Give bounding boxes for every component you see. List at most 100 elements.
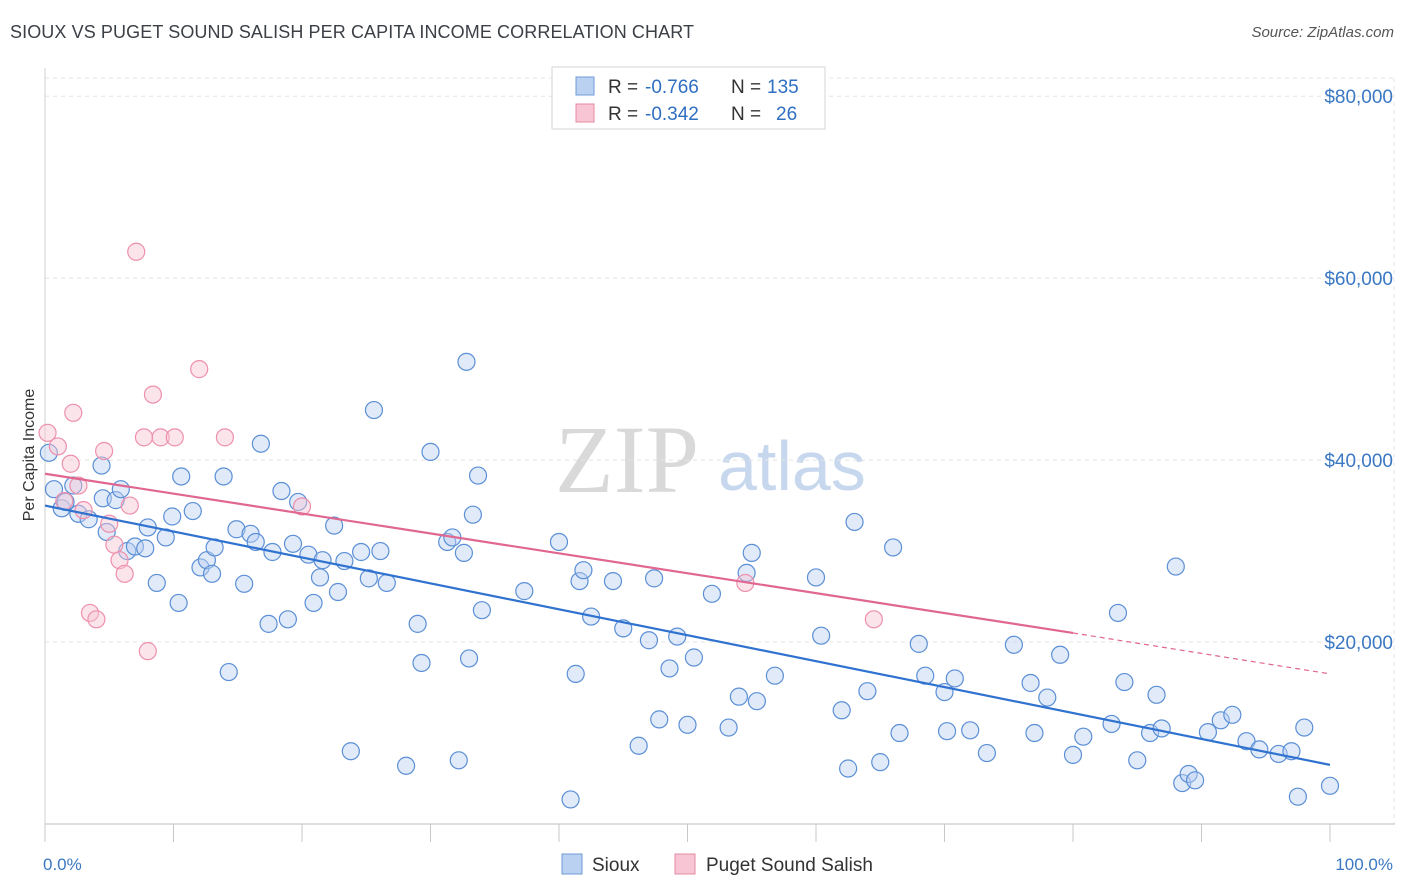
sioux-point-114 <box>1115 672 1134 692</box>
salish-point-4 <box>64 403 83 422</box>
sioux-point-111 <box>1074 727 1093 746</box>
sioux-point-41 <box>310 568 330 587</box>
sioux-point-69 <box>570 571 589 591</box>
sioux-point-113 <box>1108 603 1128 623</box>
sioux-point-105 <box>1004 635 1023 654</box>
sioux-point-104 <box>977 743 997 763</box>
legend-r-label-salish: R = <box>608 104 638 125</box>
sioux-point-21 <box>183 501 202 521</box>
sioux-point-92 <box>839 759 858 778</box>
sioux-point-109 <box>1051 645 1070 664</box>
salish-point-12 <box>110 551 129 570</box>
salish-point-19 <box>151 428 170 447</box>
sioux-point-89 <box>806 568 826 587</box>
sioux-point-122 <box>1185 771 1205 790</box>
sioux-point-87 <box>747 692 766 711</box>
sioux-point-46 <box>341 742 360 761</box>
sioux-point-33 <box>259 614 278 633</box>
sioux-point-50 <box>371 541 390 561</box>
salish-point-23 <box>292 497 312 516</box>
legend-n-label-salish: N = <box>731 104 761 125</box>
sioux-point-11 <box>111 480 130 499</box>
source-credit: Source: ZipAtlas.com <box>1251 24 1394 41</box>
sioux-point-82 <box>702 584 722 603</box>
y-tick-label-3: $20,000 <box>1324 633 1393 654</box>
sioux-point-29 <box>235 574 254 593</box>
salish-point-13 <box>115 564 134 583</box>
sioux-point-0 <box>39 443 58 462</box>
sioux-point-40 <box>304 593 323 613</box>
sioux-point-26 <box>214 467 233 486</box>
sioux-point-36 <box>278 610 297 629</box>
salish-point-22 <box>215 428 234 447</box>
sioux-point-91 <box>832 701 851 720</box>
legend-n-value-salish: 26 <box>776 104 797 125</box>
sioux-point-80 <box>678 715 697 734</box>
salish-point-14 <box>120 496 139 515</box>
sioux-point-63 <box>468 466 488 485</box>
series-swatch-sioux <box>561 853 583 875</box>
sioux-point-94 <box>858 682 877 701</box>
sioux-point-58 <box>449 751 468 770</box>
sioux-point-53 <box>408 614 427 633</box>
sioux-point-24 <box>202 564 222 583</box>
sioux-point-18 <box>163 507 182 526</box>
sioux-point-83 <box>719 718 738 737</box>
sioux-point-93 <box>845 512 864 532</box>
watermark-zip: ZIP <box>555 406 699 513</box>
sioux-point-86 <box>742 543 761 562</box>
sioux-point-55 <box>421 442 440 462</box>
sioux-point-35 <box>272 481 291 501</box>
y-tick-label-0: $80,000 <box>1324 87 1393 108</box>
axes <box>44 68 1395 842</box>
salish-point-9 <box>95 441 114 461</box>
sioux-point-112 <box>1102 714 1121 734</box>
sioux-point-106 <box>1021 673 1040 693</box>
sioux-point-110 <box>1063 745 1083 764</box>
sioux-point-102 <box>945 669 964 688</box>
sioux-point-65 <box>515 582 534 601</box>
salish-point-3 <box>61 454 80 473</box>
salish-point-8 <box>87 610 106 629</box>
salish-point-1 <box>48 437 67 456</box>
series-swatch-salish <box>674 853 696 875</box>
salish-point-11 <box>105 535 124 554</box>
sioux-point-117 <box>1147 685 1166 704</box>
salish-point-16 <box>134 428 154 447</box>
sioux-point-49 <box>364 400 384 420</box>
watermark-atlas: atlas <box>718 427 866 505</box>
salish-trend-line <box>44 472 1074 635</box>
sioux-point-20 <box>172 467 191 486</box>
y-tick-labels: $80,000 $60,000 $40,000 $20,000 <box>1324 87 1393 654</box>
sioux-point-51 <box>377 573 396 593</box>
sioux-point-119 <box>1166 557 1185 576</box>
sioux-point-107 <box>1025 723 1044 743</box>
sioux-point-19 <box>169 593 188 613</box>
sioux-point-108 <box>1038 688 1057 707</box>
salish-trend-extension <box>1072 632 1331 675</box>
legend-n-label-sioux: N = <box>731 77 761 98</box>
salish-point-6 <box>74 501 93 520</box>
x-tick-labels: 0.0% 100.0% <box>43 855 1393 874</box>
sioux-point-131 <box>1295 718 1314 737</box>
sioux-point-66 <box>549 532 569 552</box>
sioux-point-37 <box>283 534 303 553</box>
sioux-point-61 <box>459 649 479 668</box>
sioux-trend-line <box>44 504 1331 766</box>
sioux-point-115 <box>1128 751 1147 770</box>
sioux-point-43 <box>325 516 344 535</box>
sioux-point-96 <box>883 538 903 557</box>
sioux-point-75 <box>639 631 659 650</box>
sioux-point-47 <box>352 542 371 562</box>
sioux-point-44 <box>328 582 348 602</box>
sioux-point-16 <box>147 573 166 593</box>
sioux-point-74 <box>629 736 648 755</box>
trend-lines <box>44 472 1331 766</box>
sioux-point-68 <box>566 664 585 683</box>
sioux-point-132 <box>1320 776 1340 795</box>
sioux-point-54 <box>412 653 431 673</box>
sioux-point-78 <box>660 659 679 678</box>
y-tick-label-2: $40,000 <box>1324 451 1393 472</box>
salish-point-21 <box>190 360 209 379</box>
sioux-point-22 <box>191 558 210 577</box>
